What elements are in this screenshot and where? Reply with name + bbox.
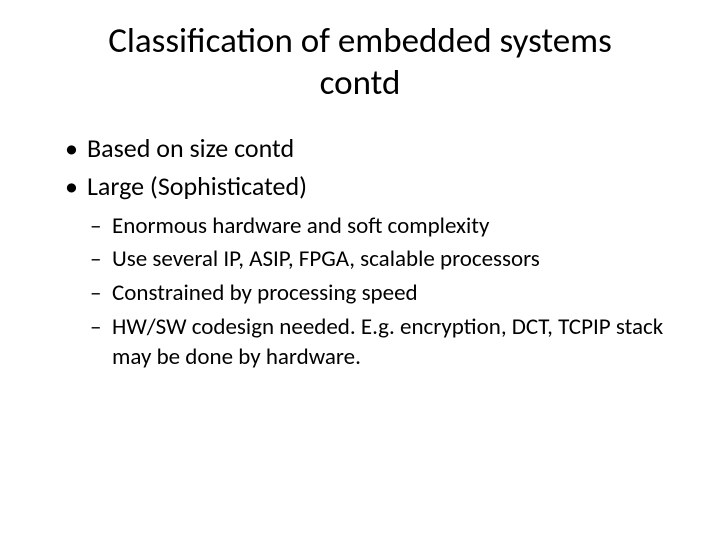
- sub-bullet-item: Use several IP, ASIP, FPGA, scalable pro…: [90, 245, 670, 275]
- sub-bullet-list: Enormous hardware and soft complexity Us…: [50, 212, 670, 373]
- sub-bullet-item: Constrained by processing speed: [90, 279, 670, 309]
- bullet-item: Based on size contd: [65, 132, 670, 166]
- bullet-list: Based on size contd Large (Sophisticated…: [50, 132, 670, 204]
- sub-bullet-item: Enormous hardware and soft complexity: [90, 212, 670, 242]
- sub-bullet-item: HW/SW codesign needed. E.g. encryption, …: [90, 313, 670, 373]
- bullet-item: Large (Sophisticated): [65, 170, 670, 204]
- slide-title: Classification of embedded systems contd: [50, 20, 670, 104]
